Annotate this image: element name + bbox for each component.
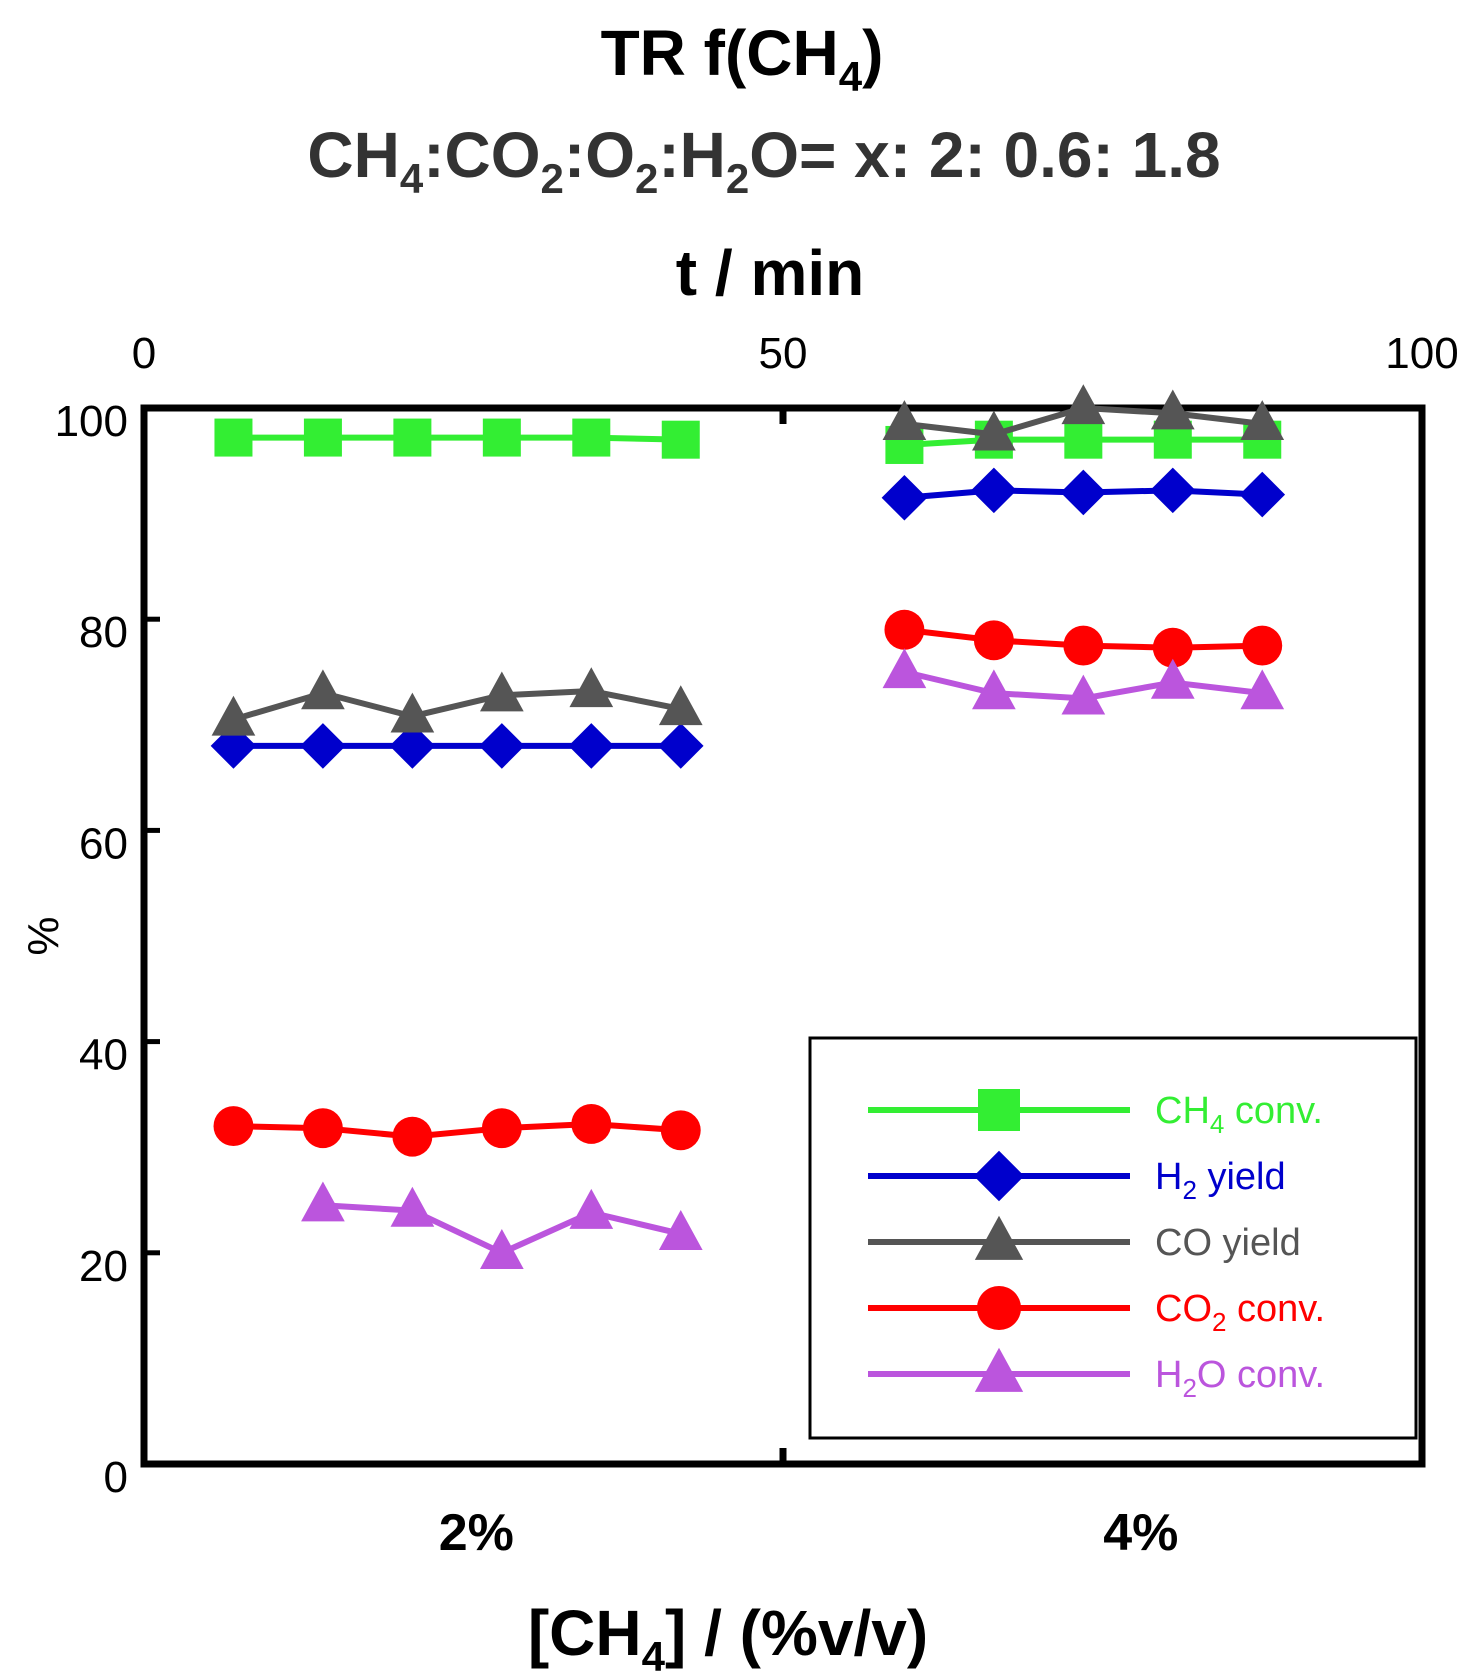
- triangle-marker: [658, 1210, 703, 1250]
- series-line: [232, 688, 682, 723]
- diamond-marker: [568, 723, 615, 769]
- circle-marker: [884, 609, 925, 650]
- triangle-marker: [1061, 674, 1106, 715]
- triangle-marker: [479, 671, 524, 712]
- square-marker: [661, 420, 700, 459]
- diamond-marker: [1060, 469, 1107, 516]
- diamond-marker: [479, 723, 525, 769]
- category-label: 2%: [439, 1504, 514, 1562]
- square-marker: [214, 418, 253, 457]
- y-tick-label: 80: [79, 608, 128, 657]
- series-line: [233, 1120, 681, 1140]
- top-x-tick-label: 100: [1385, 329, 1458, 378]
- series-co-yield: [211, 384, 1285, 736]
- series-co2-conv-: [213, 609, 1283, 1157]
- triangle-marker: [1240, 669, 1285, 710]
- circle-marker: [1242, 625, 1283, 666]
- category-labels: 2% 4%: [439, 1504, 1179, 1562]
- circle-marker: [213, 1106, 254, 1147]
- y-axis-label: %: [19, 916, 68, 955]
- square-marker: [482, 418, 521, 457]
- triangle-marker: [972, 410, 1016, 451]
- series-line: [233, 434, 681, 443]
- circle-marker: [1063, 625, 1104, 666]
- triangle-marker: [390, 692, 435, 733]
- triangle-marker: [390, 1186, 435, 1227]
- y-tick-label: 40: [79, 1031, 128, 1080]
- triangle-marker: [569, 667, 614, 708]
- diamond-marker: [300, 723, 346, 769]
- top-x-axis-label: t / min: [676, 237, 864, 309]
- diamond-marker: [1149, 467, 1196, 514]
- triangle-marker: [1150, 389, 1195, 430]
- square-marker: [303, 418, 342, 457]
- legend-label: H2O conv.: [1155, 1354, 1325, 1403]
- circle-marker: [660, 1110, 701, 1151]
- series-h2-yield: [210, 467, 1286, 769]
- y-tick-label: 60: [79, 819, 128, 868]
- triangle-marker: [972, 669, 1016, 710]
- square-marker: [572, 418, 611, 457]
- triangle-marker: [301, 1181, 345, 1222]
- series-ch4-conv-: [214, 418, 1282, 464]
- top-x-tick-label: 0: [132, 329, 156, 378]
- circle-marker: [571, 1104, 612, 1144]
- category-label: 4%: [1103, 1504, 1178, 1562]
- triangle-marker: [301, 669, 345, 710]
- legend: CH4 conv. H2 yield CO yield CO2 conv. H2O co…: [808, 1036, 1418, 1440]
- diamond-marker: [1239, 471, 1286, 518]
- y-tick-label: 100: [55, 397, 128, 446]
- triangle-marker: [479, 1229, 524, 1269]
- legend-label: CH4 conv.: [1155, 1090, 1323, 1139]
- triangle-marker: [211, 695, 256, 736]
- triangle-marker: [1150, 658, 1195, 699]
- square-marker: [393, 418, 432, 457]
- triangle-marker: [1061, 384, 1106, 425]
- legend-label: CO yield: [1155, 1222, 1301, 1264]
- diamond-marker: [881, 474, 928, 521]
- legend-label: CO2 conv.: [1155, 1288, 1325, 1337]
- circle-marker: [392, 1116, 433, 1157]
- triangle-marker: [974, 1215, 1024, 1260]
- triangle-marker: [1240, 400, 1285, 440]
- legend-label: H2 yield: [1155, 1156, 1286, 1205]
- top-x-tick-label: 50: [759, 329, 808, 378]
- square-marker: [978, 1089, 1020, 1131]
- top-x-axis: 0 50 100: [132, 329, 1459, 1464]
- series-h2o-conv-: [301, 648, 1285, 1269]
- chart-title: TR f(CH4): [601, 17, 884, 100]
- legend-box: [808, 1036, 1418, 1440]
- triangle-marker: [974, 1347, 1024, 1392]
- plot-series: [210, 384, 1286, 1269]
- triangle-marker: [882, 400, 927, 440]
- diamond-marker: [389, 723, 436, 769]
- circle-marker: [481, 1108, 522, 1149]
- diamond-marker: [973, 1150, 1025, 1202]
- y-axis: 0 20 40 60 80 100: [55, 397, 160, 1502]
- y-tick-label: 0: [104, 1453, 128, 1502]
- square-marker: [1064, 420, 1103, 459]
- circle-marker: [973, 620, 1014, 661]
- triangle-marker: [569, 1188, 614, 1229]
- circle-marker: [1152, 627, 1193, 668]
- y-tick-label: 20: [79, 1242, 128, 1291]
- triangle-marker: [882, 648, 927, 689]
- x-axis-label: [CH4] / (%v/v): [528, 1597, 928, 1680]
- diamond-marker: [657, 723, 704, 769]
- chart-subtitle: CH4:CO2:O2:H2O= x: 2: 0.6: 1.8: [307, 119, 1220, 202]
- circle-marker: [302, 1108, 343, 1149]
- circle-marker: [976, 1285, 1022, 1331]
- diamond-marker: [971, 467, 1017, 514]
- triangle-marker: [658, 685, 703, 726]
